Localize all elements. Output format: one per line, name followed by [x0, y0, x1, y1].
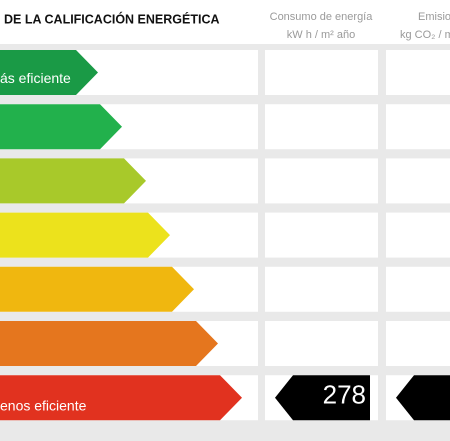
indicator — [275, 375, 370, 421]
rating-bar — [0, 266, 194, 312]
bar-label: ás eficiente — [0, 70, 71, 86]
title: DE LA CALIFICACIÓN ENERGÉTICA — [4, 11, 220, 26]
cell — [386, 50, 450, 95]
cell — [265, 50, 378, 95]
cell — [386, 158, 450, 204]
cell — [265, 212, 378, 258]
bar-label: enos eficiente — [0, 397, 87, 413]
column-unit: kW h / m² año — [287, 29, 355, 41]
cell — [386, 321, 450, 366]
indicator — [396, 375, 450, 421]
cell — [386, 104, 450, 150]
rating-bar — [0, 375, 242, 421]
cell — [265, 104, 378, 150]
rating-bar — [0, 104, 122, 150]
consumption-value: 278 — [323, 380, 366, 410]
rating-bar — [0, 212, 170, 258]
cell — [386, 266, 450, 312]
cell — [265, 266, 378, 312]
cell — [265, 321, 378, 366]
cell — [386, 212, 450, 258]
column-header: Emisio — [418, 11, 450, 23]
column-unit: kg CO₂ / m — [400, 29, 450, 41]
column-header: Consumo de energía — [270, 11, 374, 23]
header-bg — [0, 0, 450, 44]
rating-bar — [0, 50, 98, 95]
cell — [265, 158, 378, 204]
rating-bar — [0, 321, 218, 366]
rows: ás eficiente enos eficiente 278 — [0, 50, 450, 421]
rating-bar — [0, 158, 146, 204]
